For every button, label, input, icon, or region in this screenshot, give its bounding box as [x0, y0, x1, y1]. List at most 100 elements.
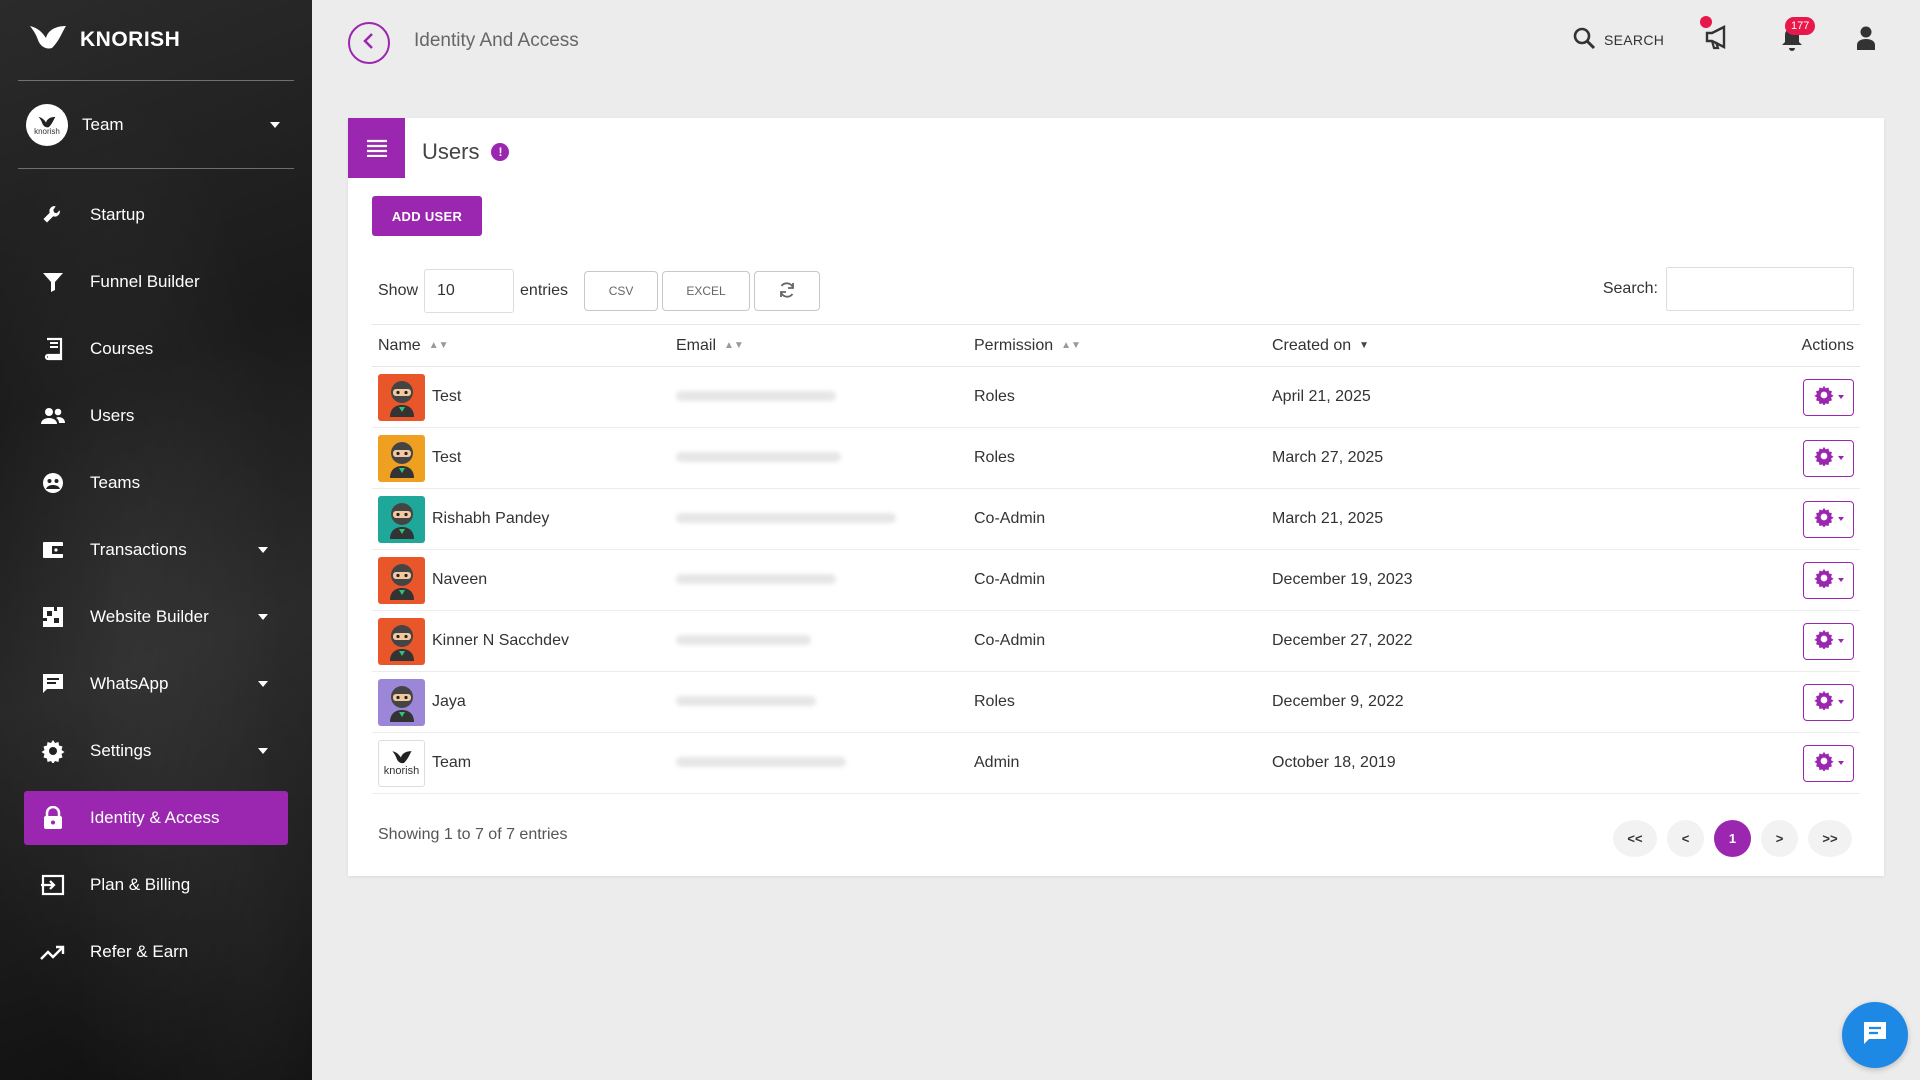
sidebar-item-transactions[interactable]: Transactions: [24, 523, 288, 577]
sidebar-item-startup[interactable]: Startup: [24, 188, 288, 242]
sidebar-item-label: Courses: [90, 339, 154, 358]
sidebar-item-teams[interactable]: Teams: [24, 456, 288, 510]
chevron-down-icon: [1837, 578, 1844, 582]
sidebar-item-label: Plan & Billing: [90, 875, 191, 894]
avatar: knorish: [378, 739, 425, 787]
email-redacted: [676, 696, 816, 706]
chat-icon: [40, 671, 66, 697]
column-header-permission[interactable]: Permission ▲▼: [968, 324, 1266, 367]
user-name: Team: [432, 754, 472, 771]
avatar: [378, 373, 425, 421]
row-actions-button[interactable]: [1803, 561, 1854, 599]
row-actions-button[interactable]: [1803, 622, 1854, 660]
permission-cell: Roles: [968, 671, 1266, 733]
chevron-down-icon: [1837, 700, 1844, 704]
name-cell: knorish Team: [372, 732, 670, 794]
page-next-button[interactable]: >: [1761, 820, 1798, 857]
refresh-button[interactable]: [754, 271, 821, 311]
created-cell: March 21, 2025: [1266, 488, 1706, 550]
avatar: [378, 617, 425, 665]
email-cell: [670, 671, 968, 733]
permission-cell: Roles: [968, 427, 1266, 489]
row-actions-button[interactable]: [1803, 378, 1854, 416]
table-row: knorish Team Admin October 18, 2019: [372, 732, 1860, 794]
row-actions-button[interactable]: [1803, 439, 1854, 477]
live-chat-button[interactable]: [1842, 1002, 1908, 1068]
created-cell: December 9, 2022: [1266, 671, 1706, 733]
row-actions-button[interactable]: [1803, 500, 1854, 538]
info-icon[interactable]: !: [491, 143, 510, 161]
announcements-button[interactable]: [1700, 16, 1732, 55]
sidebar-item-refer-earn[interactable]: Refer & Earn: [24, 925, 288, 979]
sidebar-item-label: Users: [90, 406, 135, 425]
users-card: Users ! ADD USER Show 10 entries CSV EXC…: [348, 118, 1884, 876]
column-header-name[interactable]: Name ▲▼: [372, 324, 670, 367]
column-header-actions: Actions: [1706, 324, 1860, 367]
list-icon: [348, 118, 405, 178]
sidebar-item-settings[interactable]: Settings: [24, 724, 288, 778]
name-cell: Rishabh Pandey: [372, 488, 670, 550]
actions-cell: [1706, 732, 1860, 794]
sidebar-item-plan-billing[interactable]: Plan & Billing: [24, 858, 288, 912]
sidebar-item-whatsapp[interactable]: WhatsApp: [24, 657, 288, 711]
page-length-select[interactable]: 10: [424, 269, 515, 313]
team-avatar-text: knorish: [34, 126, 60, 136]
page-last-button[interactable]: >>: [1808, 820, 1852, 857]
permission-cell: Co-Admin: [968, 488, 1266, 550]
users-table: Name ▲▼ Email ▲▼ Permission ▲▼ Created on ▼ …: [372, 324, 1860, 794]
actions-cell: [1706, 427, 1860, 489]
team-switcher[interactable]: knorish Team: [26, 103, 280, 147]
header-search-button[interactable]: SEARCH: [1572, 26, 1664, 53]
megaphone-icon: [1704, 25, 1732, 54]
column-header-created[interactable]: Created on ▼: [1266, 324, 1706, 367]
page-current-button[interactable]: 1: [1714, 820, 1751, 857]
actions-cell: [1706, 366, 1860, 428]
permission-cell: Co-Admin: [968, 610, 1266, 672]
name-cell: Test: [372, 366, 670, 428]
back-button[interactable]: [348, 22, 390, 64]
knorish-logo-icon: [28, 22, 68, 57]
table-search-input[interactable]: [1666, 267, 1854, 311]
column-header-email[interactable]: Email ▲▼: [670, 324, 968, 367]
page-title: Identity And Access: [414, 30, 579, 51]
column-header-label: Created on: [1272, 336, 1352, 354]
sidebar-item-users[interactable]: Users: [24, 389, 288, 443]
excel-button[interactable]: EXCEL: [662, 271, 751, 311]
actions-cell: [1706, 610, 1860, 672]
funnel-icon: [40, 269, 66, 295]
announcement-dot: [1700, 16, 1712, 28]
csv-button[interactable]: CSV: [584, 271, 659, 311]
email-redacted: [676, 391, 836, 401]
table-row: Rishabh Pandey Co-Admin March 21, 2025: [372, 488, 1860, 550]
page-prev-button[interactable]: <: [1667, 820, 1704, 857]
table-row: Naveen Co-Admin December 19, 2023: [372, 549, 1860, 611]
trend-icon: [40, 939, 66, 965]
table-row: Test Roles April 21, 2025: [372, 366, 1860, 428]
table-controls: Show 10 entries CSV EXCEL: [378, 269, 821, 313]
sidebar-item-label: Settings: [90, 741, 152, 760]
add-user-button[interactable]: ADD USER: [372, 196, 482, 236]
sidebar-item-website-builder[interactable]: Website Builder: [24, 590, 288, 644]
brand[interactable]: KNORISH: [28, 22, 180, 57]
row-actions-button[interactable]: [1803, 744, 1854, 782]
notification-count-badge: 177: [1785, 17, 1816, 35]
table-row: Jaya Roles December 9, 2022: [372, 671, 1860, 733]
email-redacted: [676, 513, 896, 523]
login-icon: [40, 872, 66, 898]
show-label: Show: [378, 282, 419, 299]
chevron-down-icon: [270, 122, 280, 128]
profile-button[interactable]: [1856, 26, 1876, 55]
search-label: SEARCH: [1604, 31, 1665, 48]
created-cell: December 19, 2023: [1266, 549, 1706, 611]
column-header-label: Permission: [974, 336, 1054, 354]
row-actions-button[interactable]: [1803, 683, 1854, 721]
sidebar-item-identity-access[interactable]: Identity & Access: [24, 791, 288, 845]
sidebar-item-funnel-builder[interactable]: Funnel Builder: [24, 255, 288, 309]
refresh-icon: [778, 281, 796, 302]
sidebar-item-courses[interactable]: Courses: [24, 322, 288, 376]
page-first-button[interactable]: <<: [1613, 820, 1657, 857]
chevron-down-icon: [1837, 395, 1844, 399]
gear-icon: [1813, 446, 1834, 471]
email-cell: [670, 488, 968, 550]
sidebar: KNORISH knorish Team Startup Funnel Buil…: [0, 0, 312, 1080]
